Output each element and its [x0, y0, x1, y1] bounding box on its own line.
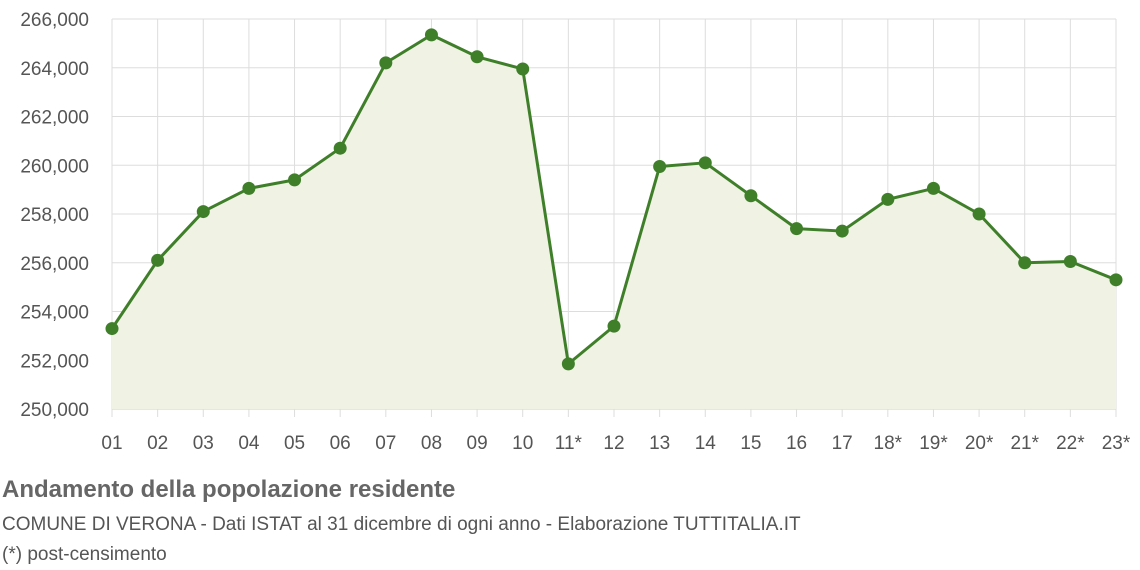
x-tick-label: 22* — [1056, 433, 1085, 454]
x-tick-label: 18* — [874, 433, 903, 454]
data-point — [288, 173, 302, 187]
y-tick-label: 262,000 — [20, 108, 89, 129]
y-tick-label: 250,000 — [20, 400, 89, 421]
data-point — [972, 207, 986, 221]
y-tick-label: 258,000 — [20, 205, 89, 226]
y-tick-label: 252,000 — [20, 351, 89, 372]
x-tick-label: 09 — [467, 433, 488, 454]
data-point — [881, 192, 895, 206]
x-axis-ticks: 01 02 03 04 05 06 07 08 09 10 11* 12 13 14 15 16 17 18* 19… — [101, 433, 1130, 454]
x-tick-label: 06 — [330, 433, 351, 454]
y-tick-label: 260,000 — [20, 156, 89, 177]
data-point — [1063, 255, 1077, 269]
data-point — [561, 357, 575, 371]
data-point — [926, 181, 940, 195]
x-tick-label: 12 — [603, 433, 624, 454]
x-tick-label: 10 — [512, 433, 533, 454]
data-point — [1109, 273, 1123, 287]
x-tick-label: 17 — [832, 433, 853, 454]
x-tick-label: 21* — [1010, 433, 1039, 454]
data-point — [333, 141, 347, 155]
data-point — [424, 28, 438, 42]
chart-note: (*) post-censimento — [2, 544, 167, 565]
data-point — [653, 159, 667, 173]
x-tick-label: 08 — [421, 433, 442, 454]
x-tick-label: 20* — [965, 433, 994, 454]
area-fill — [112, 34, 1116, 409]
data-point — [196, 205, 210, 219]
data-point — [470, 50, 484, 64]
y-tick-label: 264,000 — [20, 59, 89, 80]
population-chart: 250,000 252,000 254,000 256,000 258,000 260,0… — [20, 10, 1131, 454]
data-point — [151, 253, 165, 267]
x-tick-label: 03 — [193, 433, 214, 454]
x-tick-label: 19* — [919, 433, 948, 454]
chart-title: Andamento della popolazione residente — [2, 476, 456, 503]
data-point — [835, 224, 849, 238]
chart-subtitle: COMUNE DI VERONA - Dati ISTAT al 31 dice… — [2, 514, 801, 535]
data-point — [790, 222, 804, 236]
x-tick-label: 13 — [649, 433, 670, 454]
x-tick-label: 02 — [147, 433, 168, 454]
data-point — [379, 56, 393, 70]
x-tick-label: 05 — [284, 433, 305, 454]
x-tick-label: 14 — [695, 433, 717, 454]
x-tick-label: 11* — [555, 433, 583, 454]
y-tick-label: 256,000 — [20, 254, 89, 275]
x-tick-label: 23* — [1102, 433, 1131, 454]
y-tick-label: 254,000 — [20, 303, 89, 324]
data-point — [698, 156, 712, 170]
y-tick-label: 266,000 — [20, 10, 89, 31]
x-tick-label: 07 — [375, 433, 396, 454]
data-point — [105, 322, 119, 336]
data-point — [1018, 256, 1032, 270]
x-tick-label: 16 — [786, 433, 807, 454]
data-points — [105, 28, 1123, 371]
x-tick-label: 15 — [740, 433, 761, 454]
data-point — [744, 189, 758, 203]
data-point — [516, 62, 530, 76]
data-point — [607, 319, 621, 333]
x-tick-label: 04 — [238, 433, 260, 454]
x-tick-label: 01 — [101, 433, 122, 454]
y-axis-ticks: 250,000 252,000 254,000 256,000 258,000 260,0… — [20, 10, 89, 421]
data-point — [242, 181, 256, 195]
